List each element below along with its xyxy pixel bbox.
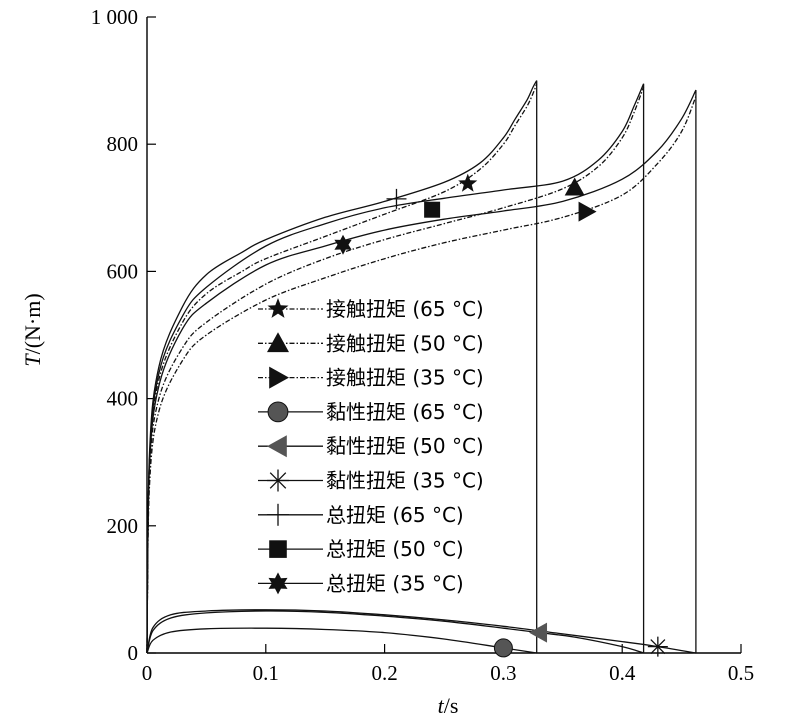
series-line-1: [146, 83, 538, 654]
legend-item: 黏性扭矩 (35 °C): [258, 469, 484, 493]
legend-item: 总扭矩 (35 °C): [258, 571, 464, 595]
legend-label: 黏性扭矩 (65 °C): [326, 400, 484, 424]
y-tick-label: 0: [128, 641, 139, 665]
legend-label: 接触扭矩 (65 °C): [326, 297, 484, 321]
legend-label: 黏性扭矩 (50 °C): [326, 434, 484, 458]
legend-item: 黏性扭矩 (65 °C): [258, 400, 484, 424]
x-tick-label: 0.2: [371, 661, 397, 685]
legend-marker: [269, 540, 287, 558]
legend-label: 总扭矩 (65 °C): [326, 503, 464, 527]
y-axis-title: T/(N·m): [20, 293, 45, 366]
series-line-6: [146, 609, 697, 654]
legend-marker: [267, 332, 289, 353]
legend-marker: [268, 572, 288, 595]
legend-item: 接触扭矩 (65 °C): [258, 297, 484, 321]
legend-item: 总扭矩 (65 °C): [258, 503, 464, 527]
legend-marker: [269, 366, 289, 389]
marker-layer: [334, 173, 668, 658]
y-tick-label: 200: [107, 514, 139, 538]
legend-item: 接触扭矩 (50 °C): [258, 331, 484, 355]
legend: 接触扭矩 (65 °C) 接触扭矩 (50 °C) 接触扭矩 (35 °C) 黏性扭矩…: [258, 297, 484, 595]
legend-item: 总扭矩 (50 °C): [258, 537, 464, 561]
series-line-3: [146, 96, 697, 654]
legend-marker: [267, 503, 289, 526]
y-tick-label: 800: [107, 132, 139, 156]
data-marker-6: [647, 636, 668, 657]
data-marker-2: [564, 177, 585, 196]
x-axis-title: t/s: [438, 693, 459, 718]
y-tick-label: 600: [107, 259, 139, 283]
data-marker-1: [458, 173, 478, 192]
legend-label: 黏性扭矩 (35 °C): [326, 469, 484, 493]
x-tick-label: 0: [142, 661, 153, 685]
series-line-4: [146, 627, 537, 654]
data-marker-3: [578, 201, 597, 222]
legend-label: 总扭矩 (50 °C): [326, 537, 464, 561]
data-marker-7: [386, 188, 407, 209]
x-tick-label: 0.1: [253, 661, 279, 685]
legend-marker: [267, 401, 289, 423]
data-marker-9: [334, 234, 352, 255]
data-marker-5: [529, 622, 548, 643]
axes: 0 200 400 600 800 1 000 0 0.1 0.2 0.3 0.4 0.5: [91, 5, 754, 685]
legend-label: 总扭矩 (35 °C): [326, 571, 464, 595]
x-tick-label: 0.3: [490, 661, 516, 685]
legend-item: 接触扭矩 (35 °C): [258, 366, 484, 390]
data-marker-4: [493, 638, 513, 658]
y-tick-label: 400: [107, 387, 139, 411]
series-line-7: [146, 80, 538, 654]
legend-marker: [267, 469, 289, 492]
series-line-2: [146, 86, 645, 654]
data-marker-8: [424, 201, 441, 218]
y-tick-label: 1 000: [91, 5, 138, 29]
series-layer: [146, 80, 697, 654]
series-line-8: [146, 83, 645, 654]
legend-marker: [267, 298, 289, 318]
x-tick-label: 0.5: [728, 661, 754, 685]
series-line-9: [146, 89, 697, 654]
legend-marker: [267, 435, 287, 458]
legend-label: 接触扭矩 (35 °C): [326, 366, 484, 390]
x-tick-label: 0.4: [609, 661, 636, 685]
legend-label: 接触扭矩 (50 °C): [326, 331, 484, 355]
legend-item: 黏性扭矩 (50 °C): [258, 434, 484, 458]
series-line-5: [146, 610, 644, 654]
